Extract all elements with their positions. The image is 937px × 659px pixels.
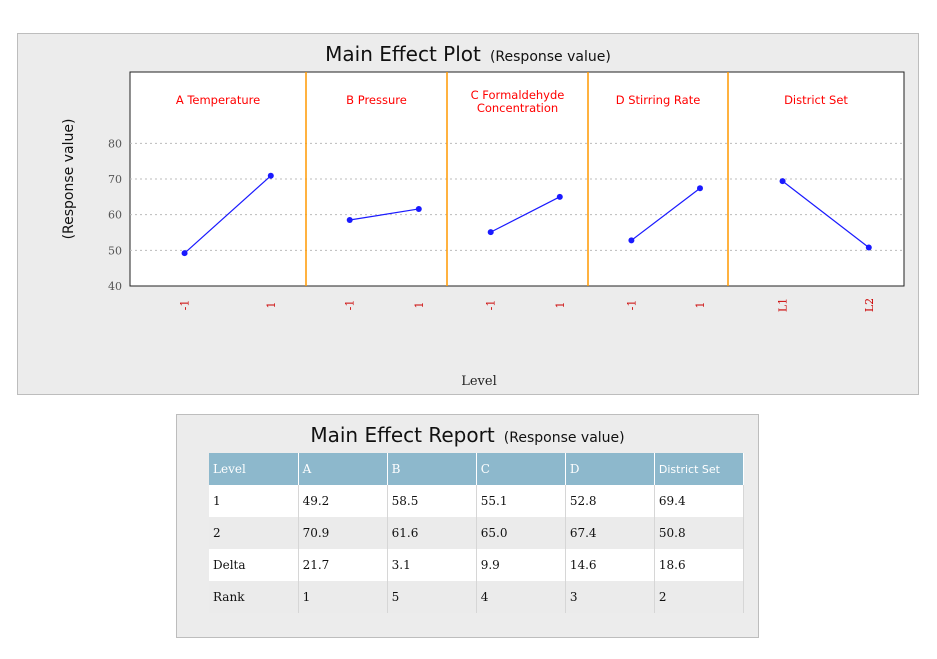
table-row: Rank 1 5 4 3 2 (209, 581, 745, 613)
table-cell: Delta (209, 549, 299, 581)
x-tick-label: -1 (179, 300, 192, 311)
x-tick-label: L2 (863, 298, 876, 312)
x-tick-label: L1 (777, 298, 790, 312)
table-cell: 1 (298, 581, 388, 613)
y-tick-label: 40 (108, 280, 122, 293)
table-cell: 52.8 (565, 485, 655, 517)
table-cell: 9.9 (476, 549, 566, 581)
x-tick-label: 1 (265, 302, 278, 309)
effect-line (631, 187, 701, 241)
main-effect-report-panel: Main Effect Report (Response value) Leve… (176, 414, 759, 638)
effect-line (184, 175, 272, 254)
table-cell: 3 (565, 581, 655, 613)
panel-title: Concentration (477, 101, 558, 115)
data-point (865, 244, 872, 251)
x-tick-label: -1 (485, 300, 498, 311)
table-row: Delta 21.7 3.1 9.9 14.6 18.6 (209, 549, 745, 581)
y-tick-label: 70 (108, 173, 122, 186)
plot-title-group: Main Effect Plot (Response value) (18, 42, 918, 66)
y-tick-label: 80 (108, 137, 122, 150)
table-cell: 55.1 (476, 485, 566, 517)
data-point (779, 178, 786, 185)
column-header: District Set (654, 453, 745, 485)
data-point (697, 185, 703, 192)
report-subtitle: (Response value) (503, 430, 625, 446)
table-row: 1 49.2 58.5 55.1 52.8 69.4 (209, 485, 745, 517)
table-cell: 18.6 (654, 549, 745, 581)
plot-title: Main Effect Plot (325, 42, 481, 66)
report-title: Main Effect Report (310, 423, 495, 447)
table-cell: Rank (209, 581, 299, 613)
x-tick-label: 1 (694, 302, 707, 309)
data-point (628, 237, 635, 244)
x-tick-label: 1 (413, 302, 426, 309)
table-cell: 50.8 (654, 517, 745, 549)
table-cell: 2 (209, 517, 299, 549)
panel-title: C Formaldehyde (471, 88, 565, 102)
column-header: C (476, 453, 566, 485)
data-point (267, 172, 274, 179)
table-cell: 2 (654, 581, 745, 613)
column-header: B (387, 453, 477, 485)
table-cell: 58.5 (387, 485, 477, 517)
table-cell: 21.7 (298, 549, 388, 581)
table-cell: 69.4 (654, 485, 745, 517)
panel-title: B Pressure (346, 93, 407, 107)
panel-title: A Temperature (176, 93, 260, 107)
report-header-row: Level A B C D District Set (209, 453, 745, 485)
column-header: A (298, 453, 388, 485)
column-header: Level (209, 453, 299, 485)
x-tick-label: 1 (554, 302, 567, 309)
y-axis-label: (Response value) (61, 119, 77, 240)
table-cell: 5 (387, 581, 477, 613)
table-cell: 14.6 (565, 549, 655, 581)
y-tick-label: 50 (108, 244, 122, 257)
data-point (346, 217, 353, 224)
effect-line (490, 196, 561, 233)
table-cell: 4 (476, 581, 566, 613)
data-point (415, 205, 422, 212)
effect-line (349, 208, 419, 221)
x-tick-label: -1 (344, 300, 357, 311)
data-point (556, 193, 563, 200)
effect-line (782, 180, 870, 248)
y-tick-label: 60 (108, 209, 122, 222)
table-cell: 70.9 (298, 517, 388, 549)
table-cell: 65.0 (476, 517, 566, 549)
x-tick-label: -1 (625, 300, 638, 311)
data-point (487, 229, 494, 236)
table-cell: 67.4 (565, 517, 655, 549)
table-cell: 61.6 (387, 517, 477, 549)
main-effect-chart: 40 50 60 70 80 (Response value) Level A Tempera… (61, 71, 905, 389)
main-effect-plot-panel: 40 50 60 70 80 (Response value) Level A Tempera… (17, 33, 919, 395)
table-row: 2 70.9 61.6 65.0 67.4 50.8 (209, 517, 745, 549)
panel-title: D Stirring Rate (616, 93, 701, 107)
column-header: D (565, 453, 655, 485)
data-point (181, 250, 188, 257)
report-title-group: Main Effect Report (Response value) (177, 423, 758, 447)
plot-subtitle: (Response value) (489, 49, 611, 65)
panel-title: District Set (784, 93, 848, 107)
table-cell: 1 (209, 485, 299, 517)
table-cell: 49.2 (298, 485, 388, 517)
x-axis-label: Level (461, 374, 497, 389)
table-cell: 3.1 (387, 549, 477, 581)
report-table: Level A B C D District Set 1 49.2 58.5 5… (209, 453, 745, 613)
